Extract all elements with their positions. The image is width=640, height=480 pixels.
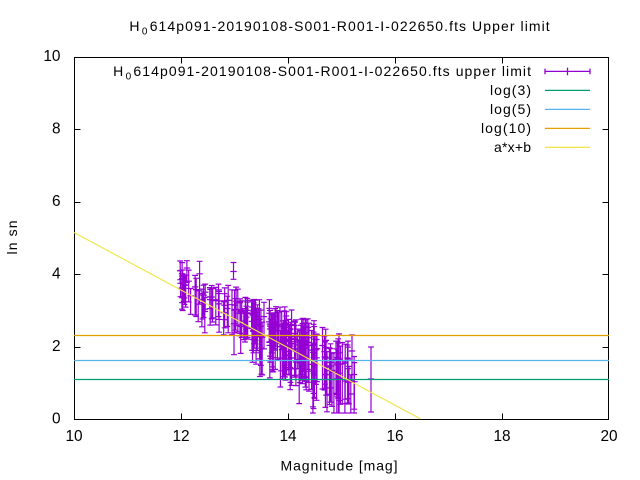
svg-text:12: 12 (172, 428, 189, 445)
svg-text:0: 0 (142, 27, 148, 38)
svg-text:6: 6 (52, 193, 61, 210)
svg-text:10: 10 (65, 428, 82, 445)
svg-text:0: 0 (52, 410, 61, 427)
svg-text:10: 10 (43, 48, 60, 65)
svg-text:2: 2 (52, 338, 61, 355)
svg-text:log(3): log(3) (490, 82, 531, 98)
svg-text:a*x+b: a*x+b (494, 139, 531, 155)
svg-text:16: 16 (386, 428, 403, 445)
svg-text:4: 4 (52, 266, 61, 283)
svg-text:H: H (129, 18, 139, 34)
svg-text:20: 20 (600, 428, 617, 445)
svg-text:H: H (113, 63, 123, 79)
svg-text:log(10): log(10) (481, 120, 531, 136)
svg-text:14: 14 (279, 428, 297, 445)
svg-text:18: 18 (493, 428, 510, 445)
svg-text:8: 8 (52, 121, 61, 138)
svg-text:0: 0 (126, 72, 132, 83)
svg-text:614p091-20190108-S001-R001-I-0: 614p091-20190108-S001-R001-I-022650.fts … (150, 18, 550, 34)
svg-text:log(5): log(5) (490, 101, 531, 117)
svg-text:ln sn: ln sn (4, 221, 20, 255)
svg-text:614p091-20190108-S001-R001-I-0: 614p091-20190108-S001-R001-I-022650.fts … (133, 63, 531, 79)
svg-text:Magnitude [mag]: Magnitude [mag] (281, 457, 398, 473)
